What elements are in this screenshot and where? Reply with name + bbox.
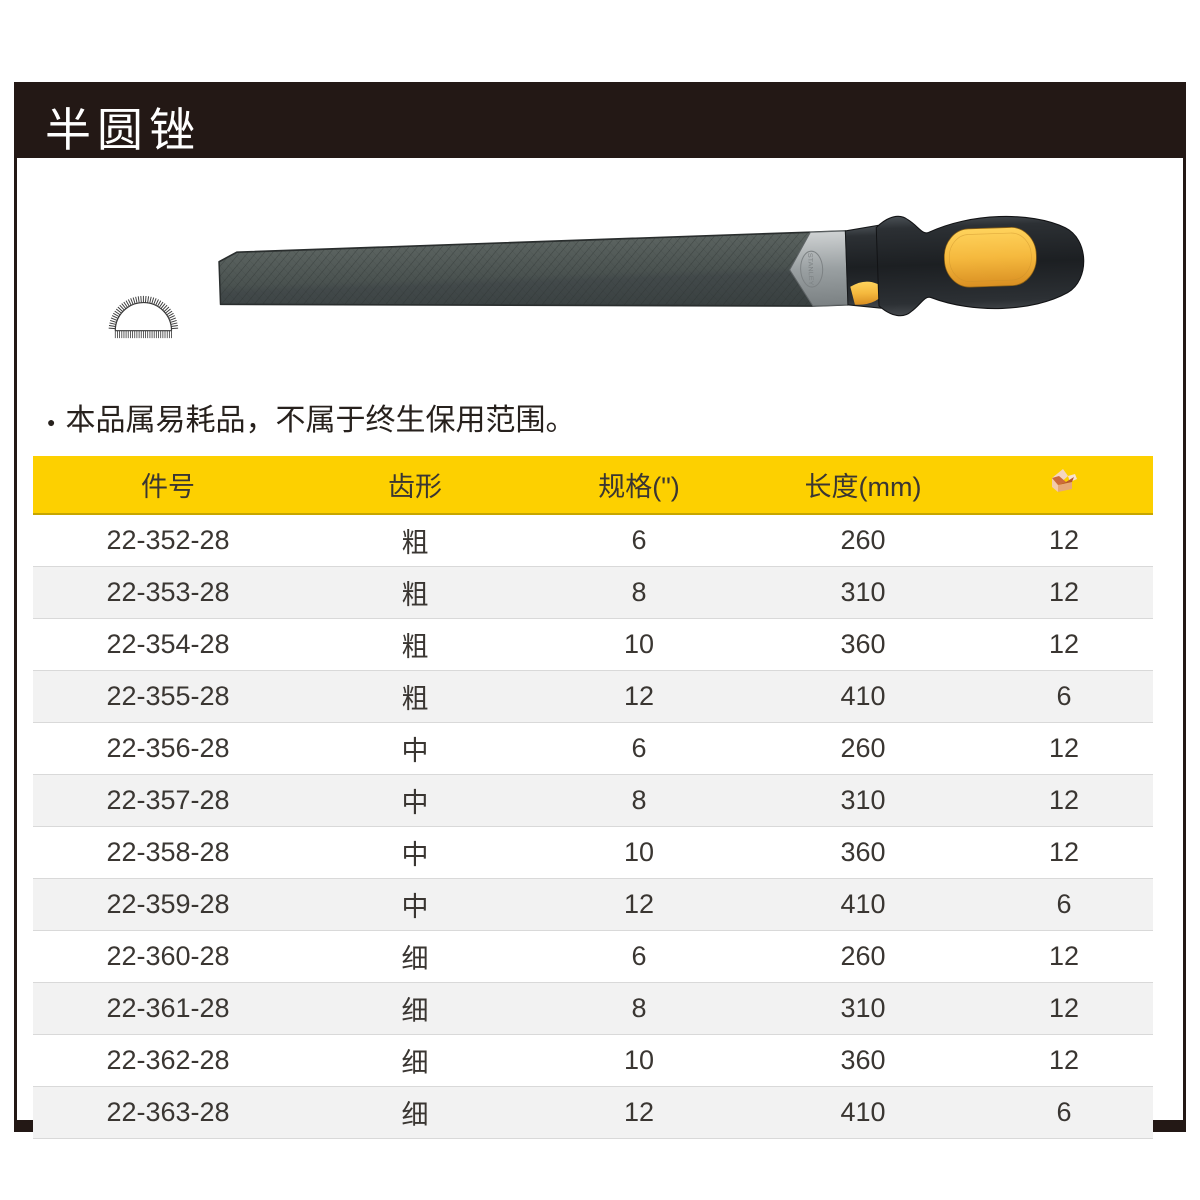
- svg-text:STANLEY: STANLEY: [806, 253, 814, 286]
